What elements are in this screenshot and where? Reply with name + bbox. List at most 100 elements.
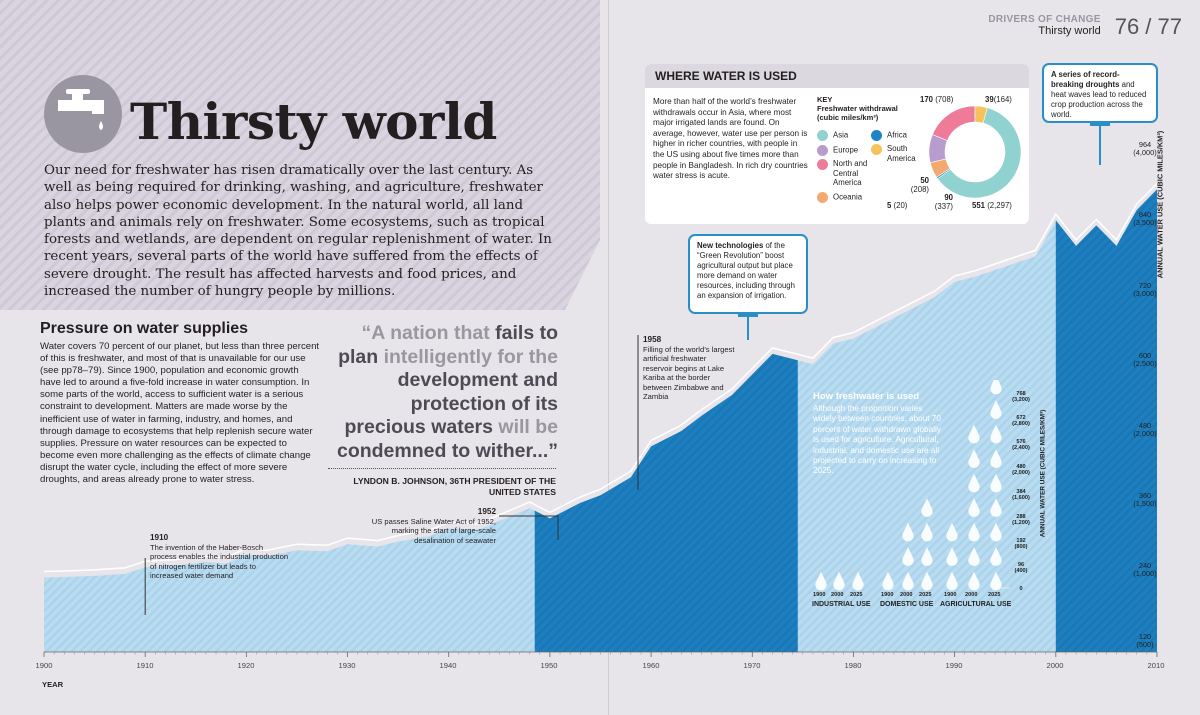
water-drop [990,522,1002,542]
pressure-body: Water covers 70 percent of our planet, b… [40,341,320,486]
legend-south-america: South America [871,144,933,163]
x-tick-label: 2000 [1046,661,1064,670]
label-asia: 551 (2,297) [972,201,1012,210]
quote-part: condemned to wither... [336,439,549,462]
usage-label-industrial: INDUSTRIAL USE [812,601,871,608]
x-tick-label: 1950 [540,661,558,670]
donut-slice [974,105,988,124]
withdrawal-donut-chart [928,105,1022,199]
drought-callout: A series of record-breaking droughts and… [1042,63,1158,123]
usage-label-domestic: DOMESTIC USE [880,601,934,608]
legend-asia: Asia [817,130,848,141]
water-tap-icon [44,75,122,153]
donut-slice [932,105,976,141]
where-used-text: More than half of the world’s freshwater… [653,97,808,181]
x-tick-label: 1990 [945,661,963,670]
pull-quote: “A nation that fails to plan intelligent… [330,322,558,463]
quote-part: fails to plan [338,322,558,368]
y-tick-label: 720 (3,000) [1133,281,1157,298]
x-tick-label: 2010 [1147,661,1165,670]
usage-year: 2025 [988,592,1001,598]
usage-year: 2000 [900,592,913,598]
usage-year: 2025 [919,592,932,598]
trend-line [43,182,1158,573]
water-drop [902,547,914,566]
green-revolution-callout: New technologies of the “Green Revolutio… [688,234,808,314]
usage-y-tick: 288 (1,200) [1012,514,1030,527]
usage-year: 2000 [831,592,844,598]
page-numbers: 76 / 77 [1114,14,1182,39]
water-drop [852,571,864,591]
water-drop [990,424,1002,444]
usage-drop-chart [815,380,1010,591]
legend-swatch [871,130,882,141]
where-used-heading: WHERE WATER IS USED [645,64,1029,88]
quote-part: precious waters [344,416,493,438]
legend-swatch [817,159,828,170]
section-label: DRIVERS OF CHANGE [988,14,1101,25]
key-subtitle: Freshwater withdrawal (cubic miles/km³) [817,104,898,122]
usage-y-tick: 576 (2,400) [1012,439,1030,452]
key-title: KEY [817,95,833,104]
x-tick-label: 1900 [35,661,53,670]
water-drop [968,473,980,493]
water-drop [921,522,933,542]
water-drop [968,522,980,542]
usage-y-tick: 96 (400) [1014,562,1028,575]
highlight-period [1055,189,1157,652]
water-drop [990,547,1002,566]
x-tick-label: 1910 [136,661,154,670]
x-axis-label: YEAR [42,680,64,689]
water-drop [990,571,1002,591]
usage-y-tick: 0 [1019,586,1023,592]
water-drop [921,571,933,591]
usage-year: 1900 [813,592,826,598]
label-south-america: 39(164) [985,95,1012,104]
page-title: Thirsty world [130,92,497,151]
legend-oceania: Oceania [817,192,862,203]
usage-label-agricultural: AGRICULTURAL USE [940,601,1012,608]
legend-swatch [817,145,828,156]
subsection-label: Thirsty world [1038,25,1101,37]
water-drop [990,400,1002,419]
usage-year: 1900 [881,592,894,598]
y-tick-label: 840 (3,500) [1133,210,1157,227]
water-drop [882,571,894,591]
how-used-text: Although the proportion varies widely be… [813,404,941,476]
x-tick-label: 1960 [642,661,660,670]
legend-north-america: North and Central America [817,159,879,188]
drought-callout-tab [1090,120,1110,126]
green-callout-tab [738,311,758,317]
x-tick-label: 1980 [844,661,862,670]
usage-y-tick: 768 (3,200) [1012,391,1030,404]
quote-attribution: LYNDON B. JOHNSON, 36TH PRESIDENT OF THE… [353,476,556,497]
event-1910: 1910 The invention of the Haber-Bosch pro… [150,533,289,580]
x-tick-label: 1930 [338,661,356,670]
water-drop [990,498,1002,517]
usage-year: 1900 [944,592,957,598]
intro-paragraph: Our need for freshwater has risen dramat… [44,163,552,300]
quote-part: will be [492,416,558,438]
y-tick-label: 964 (4,000) [1133,140,1157,157]
usage-y-tick: 192 (800) [1014,538,1028,551]
legend-swatch [817,192,828,203]
label-oceania: 50 (208) [910,176,929,194]
label-north-america: 170 (708) [920,95,954,104]
water-drop [921,498,933,517]
y-tick-label: 480 (2,000) [1133,421,1157,438]
quote-part: intelligently for the [378,345,558,368]
water-drop [968,547,980,566]
water-drop [833,571,845,591]
usage-year: 2025 [850,592,863,598]
y-tick-label: 120 (500) [1136,632,1154,649]
y-tick-label: 240 (1,000) [1133,561,1157,578]
legend-swatch [871,144,882,155]
quote-part: ” [548,439,558,462]
x-tick-label: 1920 [237,661,255,670]
water-drop [946,547,958,566]
label-europe: 90 (337) [934,193,953,211]
usage-y-tick: 384 (1,600) [1012,489,1030,502]
pressure-heading: Pressure on water supplies [40,320,249,337]
event-1958: 1958 Filling of the world’s largest artif… [643,335,735,401]
